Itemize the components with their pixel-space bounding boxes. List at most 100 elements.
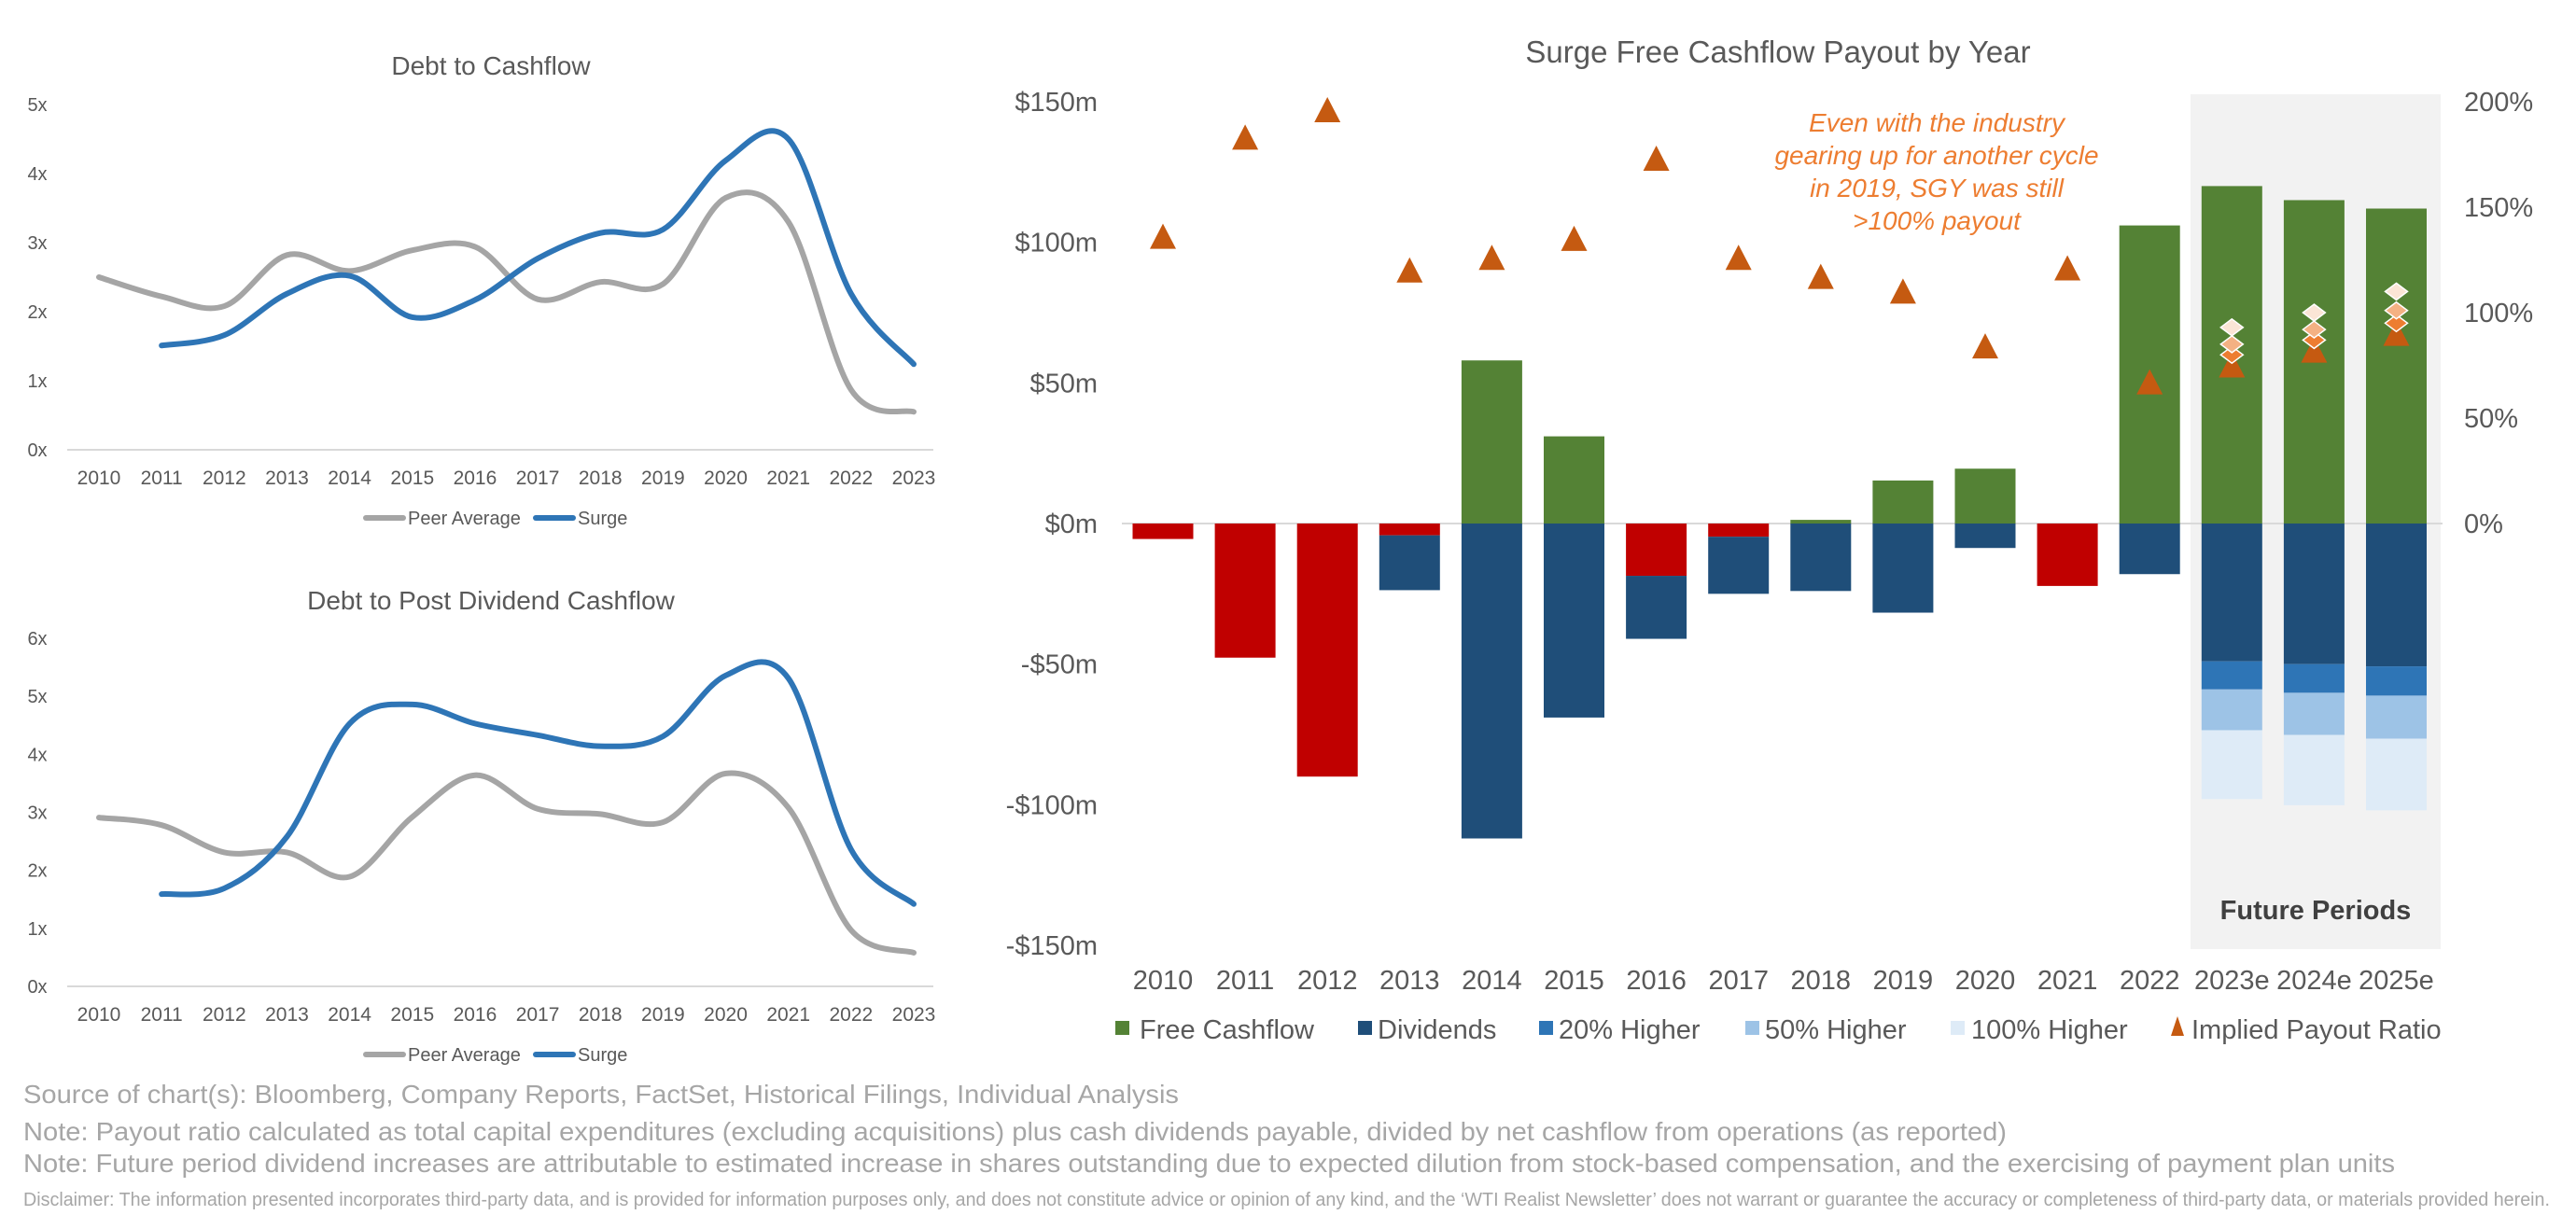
free-cashflow-bar: [1544, 436, 1604, 524]
free-cashflow-bar: [2366, 208, 2427, 524]
x-tick-label: 2018: [1791, 966, 1852, 996]
legend-higher-50-swatch: [1745, 1021, 1759, 1035]
payout-ratio-50-higher-marker: [2219, 334, 2245, 354]
negative-free-cashflow-bar: [1626, 524, 1687, 577]
x-tick-label: 2010: [77, 468, 121, 489]
y-tick-label: 5x: [27, 95, 47, 116]
payout-ratio-marker: [1807, 263, 1834, 289]
x-tick-label: 2021: [766, 468, 810, 489]
x-tick-label: 2018: [579, 1004, 623, 1026]
chart-title: Debt to Cashflow: [391, 51, 591, 80]
x-tick-label: 2015: [390, 468, 434, 489]
x-tick-label: 2010: [77, 1004, 121, 1026]
x-tick-label: 2011: [141, 1004, 183, 1026]
negative-free-cashflow-bar: [1214, 524, 1276, 658]
x-tick-label: 2019: [1873, 966, 1934, 996]
x-tick-label: 2017: [516, 1004, 560, 1026]
dividends-bar: [1544, 524, 1604, 718]
x-tick-label: 2017: [516, 468, 560, 489]
y-tick-label: -$150m: [1006, 931, 1098, 961]
payout-ratio-marker: [2219, 352, 2246, 378]
payout-ratio-marker: [2136, 369, 2163, 395]
payout-ratio-100-higher-marker: [2219, 317, 2245, 337]
negative-free-cashflow-bar: [2037, 524, 2098, 586]
y-tick-label: $100m: [1015, 229, 1098, 258]
dividends-bar: [2283, 524, 2345, 664]
chart-title: Surge Free Cashflow Payout by Year: [1525, 35, 2030, 69]
x-tick-label: 2025e: [2359, 966, 2434, 996]
x-tick-label: 2015: [1544, 966, 1604, 996]
x-tick-label: 2023e: [2194, 966, 2270, 996]
annotation-line: Even with the industry: [1809, 108, 2066, 137]
y-tick-label: 5x: [27, 687, 47, 707]
chart-title: Debt to Post Dividend Cashflow: [307, 586, 676, 615]
x-tick-label: 2022: [829, 1004, 873, 1026]
y-tick-label: $50m: [1029, 369, 1098, 398]
x-tick-label: 2016: [454, 1004, 497, 1026]
payout-ratio-50-higher-marker: [2384, 300, 2409, 320]
y2-tick-label: 0%: [2464, 510, 2503, 539]
payout-ratio-marker: [1396, 257, 1423, 283]
x-tick-label: 2021: [766, 1004, 810, 1026]
negative-free-cashflow-bar: [1132, 524, 1194, 539]
higher-20-bar: [2283, 663, 2345, 693]
free-cashflow-bar: [1790, 520, 1852, 524]
dividends-bar: [2201, 524, 2262, 662]
payout-ratio-marker: [1725, 244, 1752, 271]
negative-free-cashflow-bar: [1296, 524, 1358, 777]
dividends-bar: [1790, 524, 1852, 592]
legend-surge-label: Surge: [578, 1045, 627, 1066]
disclaimer: Disclaimer: The information presented in…: [23, 1190, 2550, 1210]
x-tick-label: 2020: [704, 468, 748, 489]
x-tick-label: 2015: [390, 1004, 434, 1026]
legend-surge-label: Surge: [578, 509, 627, 529]
x-tick-label: 2014: [1462, 966, 1522, 996]
legend-higher-50-label: 50% Higher: [1765, 1015, 1907, 1045]
legend-peer-average-label: Peer Average: [408, 509, 521, 529]
y-tick-label: $0m: [1045, 510, 1098, 539]
y-tick-label: 0x: [27, 440, 47, 461]
annotation: Even with the industry gearing up for an…: [1774, 108, 2098, 235]
x-tick-label: 2012: [203, 468, 246, 489]
y-tick-label: $150m: [1015, 88, 1098, 118]
x-tick-label: 2022: [2120, 966, 2180, 996]
free-cashflow-payout-chart: Future Periods Surge Free Cashflow Payou…: [1006, 35, 2534, 1045]
payout-ratio-marker: [1972, 333, 1998, 359]
x-tick-label: 2014: [328, 1004, 371, 1026]
dividends-bar: [1954, 524, 2016, 549]
annotation-line: in 2019, SGY was still: [1810, 174, 2065, 203]
payout-ratio-marker: [1643, 146, 1670, 172]
legend-free-cashflow-swatch: [1115, 1021, 1129, 1035]
dividends-bar: [1379, 535, 1440, 591]
peer-average-line: [96, 189, 917, 415]
future-periods-label: Future Periods: [2220, 896, 2412, 926]
negative-free-cashflow-bar: [1379, 524, 1440, 536]
annotation-line: gearing up for another cycle: [1774, 141, 2098, 170]
free-cashflow-bar: [1872, 480, 1934, 524]
x-tick-label: 2013: [265, 1004, 309, 1026]
annotation-line: >100% payout: [1853, 206, 2022, 235]
x-tick-label: 2022: [829, 468, 873, 489]
payout-ratio-20-higher-marker: [2384, 314, 2409, 333]
higher-20-bar: [2201, 661, 2262, 690]
x-tick-label: 2021: [2037, 966, 2098, 996]
y-tick-label: 4x: [27, 164, 47, 185]
x-tick-label: 2018: [579, 468, 623, 489]
x-tick-label: 2016: [1626, 966, 1687, 996]
dividends-bar: [1626, 576, 1687, 639]
payout-ratio-20-higher-marker: [2302, 330, 2327, 350]
payout-ratio-marker: [1561, 225, 1588, 251]
payout-ratio-marker: [1150, 223, 1176, 249]
x-tick-label: 2019: [641, 468, 685, 489]
dividends-bar: [2366, 524, 2427, 667]
y-tick-label: 1x: [27, 371, 47, 392]
higher-100-bar: [2366, 738, 2427, 811]
x-tick-label: 2020: [1955, 966, 2016, 996]
higher-50-bar: [2366, 695, 2427, 739]
y2-tick-label: 150%: [2464, 193, 2533, 223]
y-tick-label: 0x: [27, 977, 47, 998]
dividends-bar: [1708, 537, 1770, 594]
x-tick-label: 2019: [641, 1004, 685, 1026]
higher-20-bar: [2366, 666, 2427, 696]
